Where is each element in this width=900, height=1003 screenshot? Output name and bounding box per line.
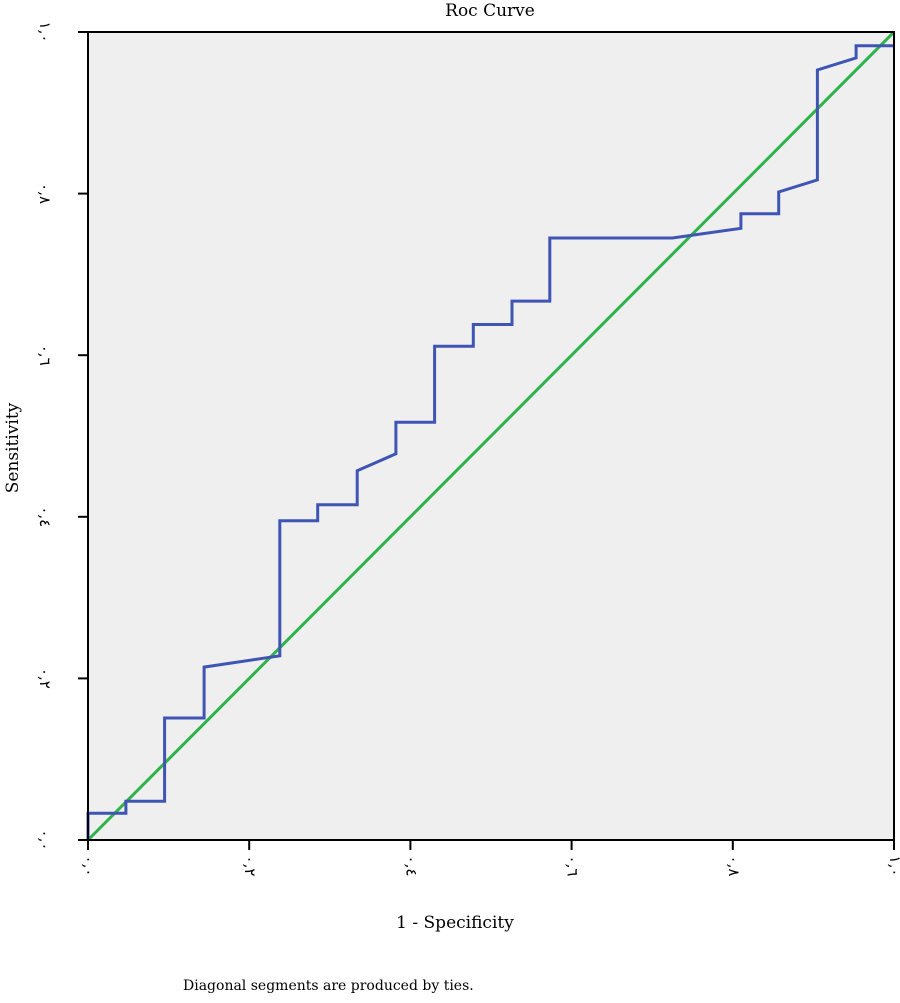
y-tick-label: ٠,٦ — [36, 345, 54, 366]
plot-frame — [87, 31, 895, 841]
y-tick-label: ٠,٢ — [36, 668, 54, 689]
y-tick-label: ٠,٨ — [36, 183, 54, 204]
y-tick-label: ٠,٤ — [36, 506, 54, 527]
reference-diagonal-line — [86, 30, 896, 842]
x-tick-label: ٠,٦ — [564, 856, 582, 877]
chart-title: Roc Curve — [445, 1, 535, 21]
x-tick-label: ١,٠ — [886, 856, 900, 877]
y-axis-ticks: ٠,٠ ٠,٢ ٠,٤ ٠,٦ ٠,٨ ١,٠ — [36, 22, 88, 851]
x-axis-ticks: ٠,٠ ٠,٢ ٠,٤ ٠,٦ ٠,٨ ١,٠ — [80, 840, 900, 876]
x-axis-label: 1 - Specificity — [396, 913, 514, 933]
x-tick-label: ٠,٢ — [241, 856, 259, 877]
y-tick-label: ١,٠ — [36, 22, 54, 43]
roc-curve-line — [86, 44, 894, 840]
footnote: Diagonal segments are produced by ties. — [183, 978, 474, 994]
x-tick-label: ٠,٨ — [725, 856, 743, 877]
x-tick-label: ٠,٠ — [80, 856, 98, 877]
y-tick-label: ٠,٠ — [36, 830, 54, 851]
y-axis-label: Sensitivity — [3, 402, 23, 493]
x-tick-label: ٠,٤ — [402, 856, 420, 877]
series-layer — [86, 30, 896, 842]
